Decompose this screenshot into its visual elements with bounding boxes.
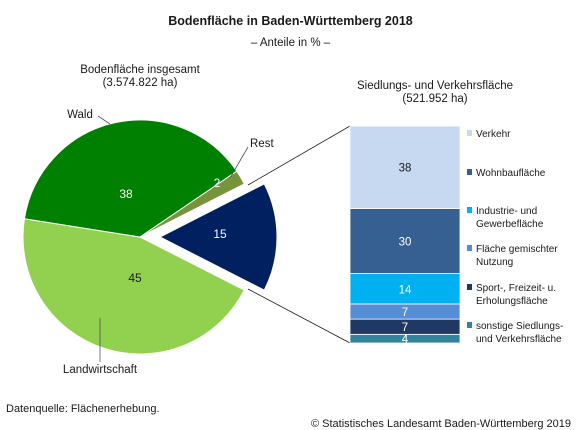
bar-value-label: 38	[399, 163, 412, 175]
bar-value-label: 4	[402, 334, 409, 346]
copyright: © Statistisches Landesamt Baden-Württemb…	[310, 418, 571, 430]
leader-line	[229, 146, 249, 179]
bar-segment-wohnbaufl-che	[349, 208, 461, 274]
legend-swatch	[467, 207, 472, 213]
pie-category-label: Wald	[67, 109, 93, 121]
connector-line-bottom	[247, 288, 351, 344]
legend-label: Sport-, Freizeit- u.	[476, 283, 556, 294]
pie-caption-line2: (3.574.822 ha)	[102, 77, 178, 89]
bar-value-label: 7	[402, 307, 408, 319]
chart-title: Bodenfläche in Baden-Württemberg 2018	[168, 14, 413, 28]
bar-caption-line2: (521.952 ha)	[402, 93, 468, 105]
legend-label: sonstige Siedlungs-	[476, 321, 563, 332]
bar-caption-line1: Siedlungs- und Verkehrsfläche	[357, 80, 513, 92]
legend-label: Verkehr	[476, 129, 511, 140]
legend-swatch	[467, 245, 472, 251]
bar-caption: Siedlungs- und Verkehrsfläche (521.952 h…	[330, 80, 540, 106]
pie-category-label: Rest	[250, 138, 274, 150]
bar-value-label: 14	[399, 284, 412, 296]
pie-slice-siedlung-verkehr	[158, 183, 278, 291]
pie-slice-rest	[139, 170, 245, 238]
legend-label: Fläche gemischter	[476, 244, 558, 255]
pie-slice-wald	[23, 119, 238, 238]
pie-slice-landwirtschaft	[22, 218, 245, 355]
legend-label: Wohnbaufläche	[476, 168, 546, 179]
pie-value-label: 15	[213, 227, 227, 241]
bar-segment-industrie-und-gewerbefl-che	[349, 273, 461, 305]
connector-line-top	[247, 125, 351, 186]
pie-value-label: 45	[128, 271, 142, 285]
bar-segment-verkehr	[349, 125, 461, 209]
pie-caption-line1: Bodenfläche insgesamt	[80, 64, 200, 76]
leader-line	[97, 115, 111, 125]
pie-value-label: 2	[214, 176, 221, 190]
legend-label: Nutzung	[476, 257, 513, 268]
legend-swatch	[467, 284, 472, 290]
legend-swatch	[467, 169, 472, 175]
legend-label: Gewerbefläche	[476, 219, 544, 230]
pie-caption: Bodenfläche insgesamt (3.574.822 ha)	[40, 64, 240, 90]
legend-label: Industrie- und	[476, 206, 537, 217]
data-source: Datenquelle: Flächenerhebung.	[6, 403, 160, 415]
legend-swatch	[467, 130, 472, 136]
pie-category-label: Landwirtschaft	[63, 364, 138, 376]
bar-value-label: 30	[399, 237, 412, 249]
pie-value-label: 38	[119, 187, 133, 201]
chart-subtitle: – Anteile in % –	[250, 37, 331, 49]
legend-swatch	[467, 322, 472, 328]
legend-label: Erholungsfläche	[476, 296, 548, 307]
legend-label: und Verkehrsfläche	[476, 334, 562, 345]
bar-value-label: 7	[402, 322, 408, 334]
